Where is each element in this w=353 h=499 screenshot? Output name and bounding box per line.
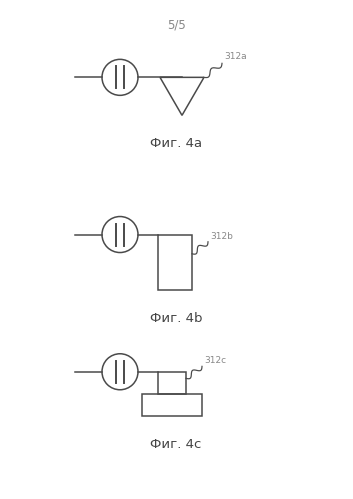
Bar — [158, 372, 186, 394]
Text: 312c: 312c — [204, 356, 226, 365]
Text: Фиг. 4c: Фиг. 4c — [150, 438, 202, 451]
Text: Фиг. 4a: Фиг. 4a — [150, 137, 202, 150]
Text: 312b: 312b — [210, 232, 233, 241]
Bar — [158, 235, 192, 289]
Text: Фиг. 4b: Фиг. 4b — [150, 311, 202, 324]
Bar — [142, 394, 202, 416]
Text: 312a: 312a — [224, 52, 247, 61]
Text: 5/5: 5/5 — [167, 18, 185, 31]
